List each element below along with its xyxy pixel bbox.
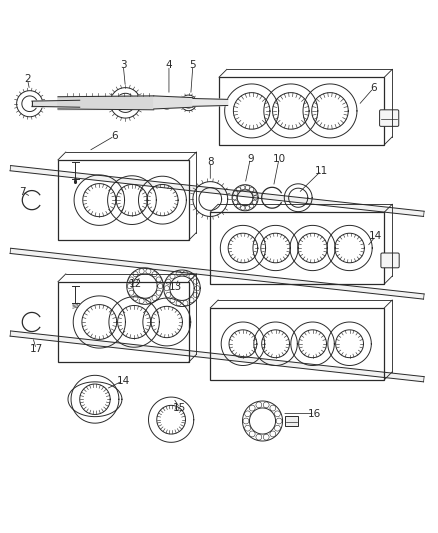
Text: 17: 17 [30,344,43,354]
Text: 10: 10 [272,154,286,164]
Text: 8: 8 [207,157,214,167]
FancyBboxPatch shape [381,253,399,268]
Polygon shape [10,331,424,382]
Bar [219,77,385,144]
Bar [285,416,298,426]
Text: 6: 6 [111,131,118,141]
Text: 3: 3 [120,60,127,70]
Text: 5: 5 [190,60,196,70]
Text: 12: 12 [129,279,142,289]
Polygon shape [58,96,154,110]
Bar [210,308,385,379]
Bar [58,160,188,240]
Polygon shape [10,248,424,299]
Text: 16: 16 [308,409,321,418]
Polygon shape [193,99,228,107]
Text: 4: 4 [166,60,172,70]
Bar [58,282,188,362]
Text: 6: 6 [370,83,377,93]
Text: 11: 11 [314,166,328,176]
Text: 9: 9 [247,154,254,164]
Bar [210,212,385,284]
Polygon shape [154,96,193,109]
Text: 7: 7 [19,187,25,197]
Text: 2: 2 [24,75,31,84]
Polygon shape [10,166,424,216]
Polygon shape [32,100,80,107]
Text: 14: 14 [117,376,130,385]
Text: 14: 14 [369,231,382,241]
Text: 15: 15 [173,403,187,413]
Text: 13: 13 [169,282,182,293]
FancyBboxPatch shape [380,110,399,126]
